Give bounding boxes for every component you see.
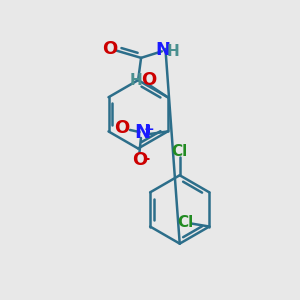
Text: O: O <box>141 71 156 89</box>
Text: H: H <box>129 73 142 88</box>
Text: H: H <box>167 44 180 59</box>
Text: N: N <box>134 123 151 142</box>
Text: Cl: Cl <box>177 214 193 230</box>
Text: O: O <box>102 40 117 58</box>
Text: Cl: Cl <box>172 144 188 159</box>
Text: N: N <box>156 41 171 59</box>
Text: O: O <box>114 118 129 136</box>
Text: +: + <box>144 122 154 136</box>
Text: O: O <box>132 151 147 169</box>
Text: -: - <box>143 151 149 166</box>
